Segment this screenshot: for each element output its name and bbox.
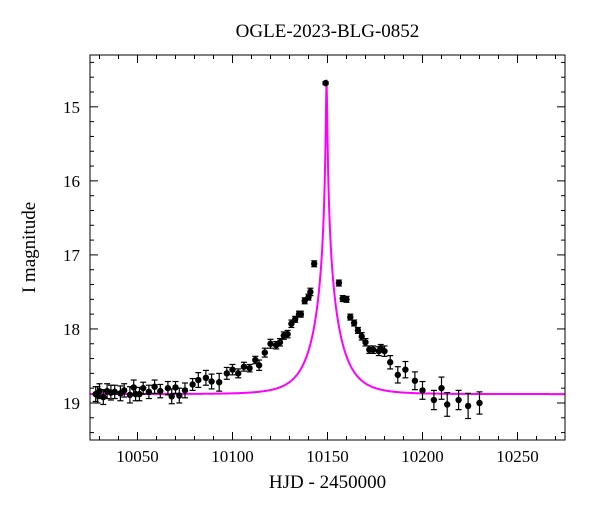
data-point (351, 320, 357, 326)
chart-title: OGLE-2023-BLG-0852 (236, 21, 420, 42)
data-point (146, 389, 152, 395)
data-point (229, 366, 235, 372)
data-point (172, 384, 178, 390)
data-point (347, 314, 353, 320)
data-point (224, 370, 230, 376)
data-point (176, 392, 182, 398)
data-point (256, 362, 262, 368)
data-point (100, 394, 106, 400)
x-tick-label: 10200 (401, 447, 444, 466)
data-point (112, 389, 118, 395)
data-point (267, 341, 273, 347)
mask-right (565, 0, 600, 512)
data-point (387, 359, 393, 365)
data-point (246, 365, 252, 371)
data-point (151, 383, 157, 389)
data-point (381, 348, 387, 354)
data-point (182, 387, 188, 393)
data-point (431, 397, 437, 403)
data-point (262, 349, 268, 355)
y-tick-label: 15 (63, 98, 80, 117)
data-point (216, 379, 222, 385)
data-point (157, 388, 163, 394)
data-point (284, 331, 290, 337)
data-point (395, 372, 401, 378)
data-point (455, 397, 461, 403)
data-point (169, 393, 175, 399)
data-point (298, 311, 304, 317)
y-tick-label: 17 (63, 246, 81, 265)
data-point (476, 400, 482, 406)
data-point (277, 339, 283, 345)
data-point (311, 261, 317, 267)
data-point (235, 370, 241, 376)
data-point (402, 366, 408, 372)
lightcurve-chart: { "chart": { "type": "scatter+line", "ti… (0, 0, 600, 512)
data-point (241, 364, 247, 370)
x-tick-label: 10050 (116, 447, 159, 466)
y-tick-label: 18 (63, 320, 80, 339)
chart-svg: 10050 10100 10150 10200 10250 15 16 17 18 19 OGLE-… (0, 0, 600, 512)
data-point (438, 385, 444, 391)
data-point (419, 387, 425, 393)
x-tick-label: 10150 (306, 447, 349, 466)
data-point (203, 375, 209, 381)
data-point (343, 296, 349, 302)
data-point (96, 388, 102, 394)
data-point (307, 289, 313, 295)
data-point (121, 387, 127, 393)
data-point (189, 381, 195, 387)
data-point (444, 401, 450, 407)
x-tick-label: 10250 (496, 447, 539, 466)
data-point (465, 403, 471, 409)
data-point (195, 377, 201, 383)
data-point (140, 385, 146, 391)
y-axis-label: I magnitude (19, 202, 40, 293)
y-tick-label: 19 (63, 394, 80, 413)
data-point (208, 378, 214, 384)
data-point (362, 339, 368, 345)
data-point (412, 378, 418, 384)
x-tick-label: 10100 (211, 447, 254, 466)
data-point (336, 280, 342, 286)
x-axis-label: HJD - 2450000 (269, 472, 386, 493)
y-tick-label: 16 (63, 172, 80, 191)
data-point (370, 346, 376, 352)
data-point (322, 80, 328, 86)
data-point (165, 385, 171, 391)
